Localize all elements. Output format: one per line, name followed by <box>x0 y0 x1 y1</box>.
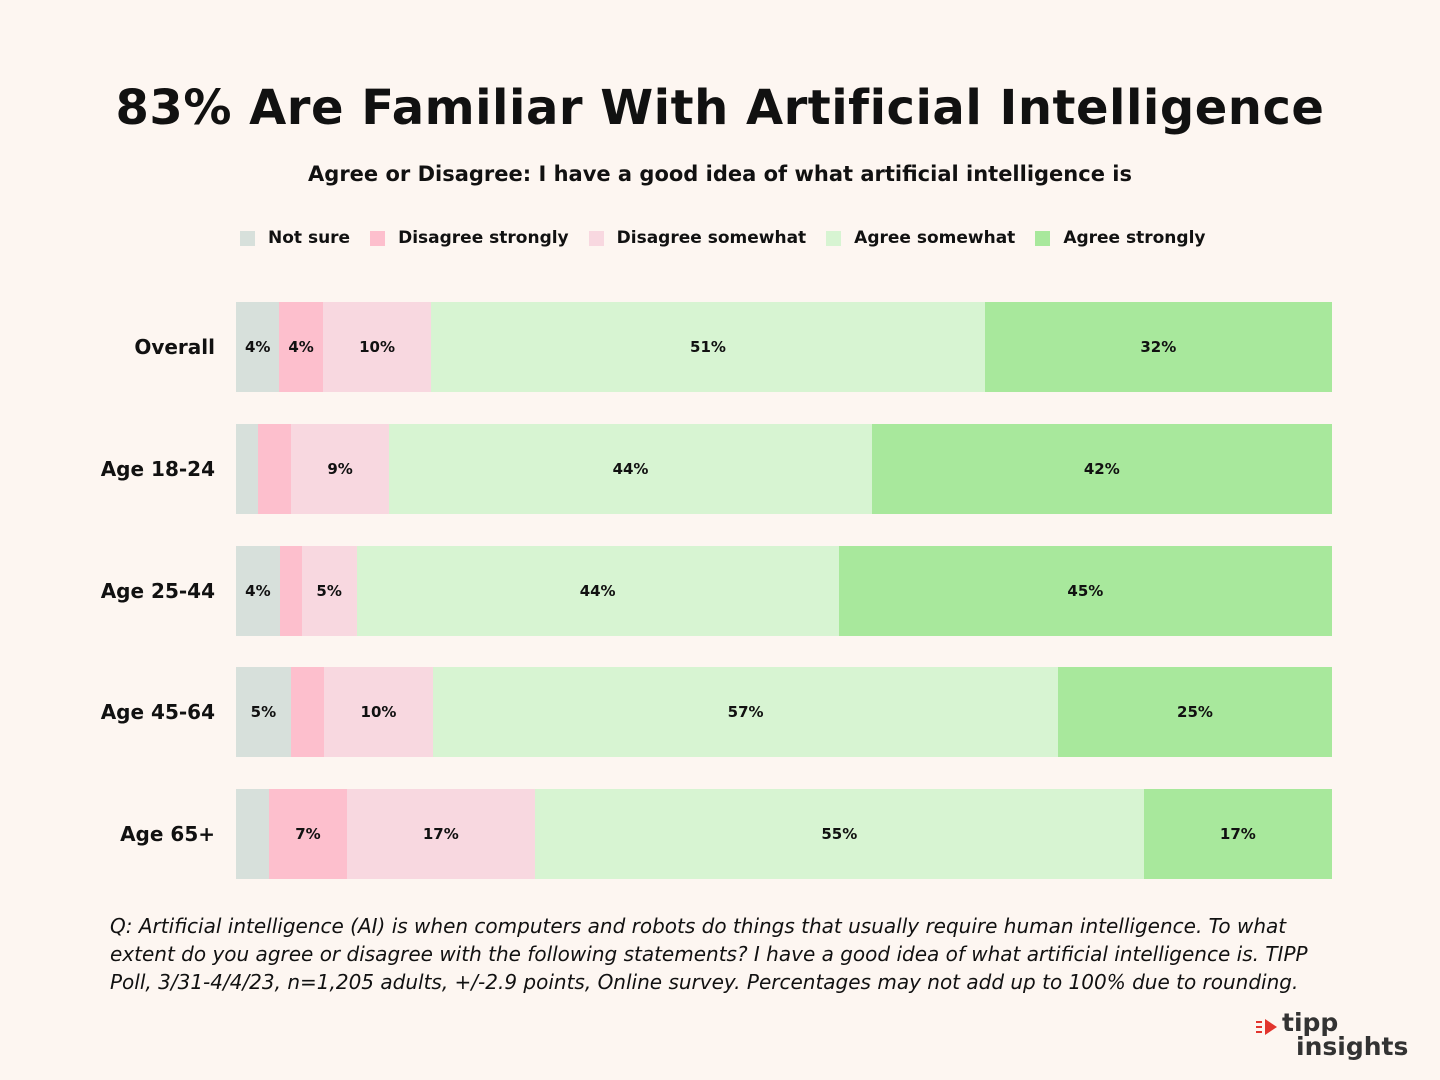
bar-segment: 17% <box>346 789 535 879</box>
bar-row: 5% 10% 57% 25% <box>236 667 1332 757</box>
bar-segment: 25% <box>1057 667 1332 757</box>
bar-segment: 51% <box>431 302 985 392</box>
logo-text-tipp: tipp <box>1282 1008 1339 1037</box>
legend-item-1: Disagree strongly <box>370 228 569 248</box>
bar-row: 4% 4% 10% 51% 32% <box>236 302 1332 392</box>
bar-segment <box>236 789 270 879</box>
legend-swatch <box>240 230 255 246</box>
category-label: Age 45-64 <box>100 700 215 724</box>
bar-segment: 5% <box>236 667 291 757</box>
category-label: Age 18-24 <box>100 457 215 481</box>
bar-segment: 7% <box>269 789 347 879</box>
category-label: Age 25-44 <box>100 579 215 603</box>
bar-row: 9% 44% 42% <box>236 424 1332 514</box>
category-label: Overall <box>134 335 215 359</box>
legend: Not sure Disagree strongly Disagree somewh… <box>240 226 1226 250</box>
bar-row: 7% 17% 55% 17% <box>236 789 1332 879</box>
bar-segment: 4% <box>236 546 280 636</box>
bar-segment: 44% <box>356 546 839 636</box>
bar-segment: 10% <box>323 667 434 757</box>
legend-item-0: Not sure <box>240 228 350 248</box>
legend-swatch <box>588 230 604 246</box>
legend-label: Disagree somewhat <box>616 228 807 248</box>
bar-segment <box>236 424 258 514</box>
bar-segment: 17% <box>1143 789 1332 879</box>
category-label: Age 65+ <box>120 822 215 846</box>
legend-swatch <box>370 230 386 246</box>
bar-segment: 45% <box>838 546 1332 636</box>
chart-subtitle: Agree or Disagree: I have a good idea of… <box>308 162 1132 186</box>
bar-segment <box>279 546 302 636</box>
legend-item-3: Agree somewhat <box>826 228 1015 248</box>
bar-segment: 44% <box>389 424 872 514</box>
legend-label: Agree somewhat <box>854 228 1016 248</box>
bar-segment <box>257 424 291 514</box>
bar-segment: 4% <box>279 302 323 392</box>
bar-segment <box>290 667 324 757</box>
legend-label: Not sure <box>268 228 351 248</box>
legend-swatch <box>1035 230 1051 246</box>
footnote: Q: Artificial intelligence (AI) is when … <box>110 914 1308 994</box>
legend-label: Disagree strongly <box>398 228 569 248</box>
bar-segment: 10% <box>322 302 432 392</box>
bar-segment: 32% <box>984 302 1332 392</box>
logo-arrow-icon <box>1256 1019 1277 1035</box>
tipp-insights-logo: tipp insights <box>1256 1008 1409 1066</box>
bar-segment: 9% <box>290 424 390 514</box>
logo-text-insights: insights <box>1296 1032 1409 1061</box>
bar-segment: 4% <box>236 302 280 392</box>
chart-title: 83% Are Familiar With Artificial Intelli… <box>115 80 1325 136</box>
legend-swatch <box>826 230 842 246</box>
bar-segment: 55% <box>534 789 1144 879</box>
legend-item-4: Agree strongly <box>1035 228 1206 248</box>
legend-label: Agree strongly <box>1063 228 1206 248</box>
bar-segment: 57% <box>433 667 1058 757</box>
legend-item-2: Disagree somewhat <box>588 228 807 248</box>
bar-row: 4% 5% 44% 45% <box>236 546 1332 636</box>
bar-segment: 42% <box>871 424 1332 514</box>
bar-segment: 5% <box>301 546 357 636</box>
